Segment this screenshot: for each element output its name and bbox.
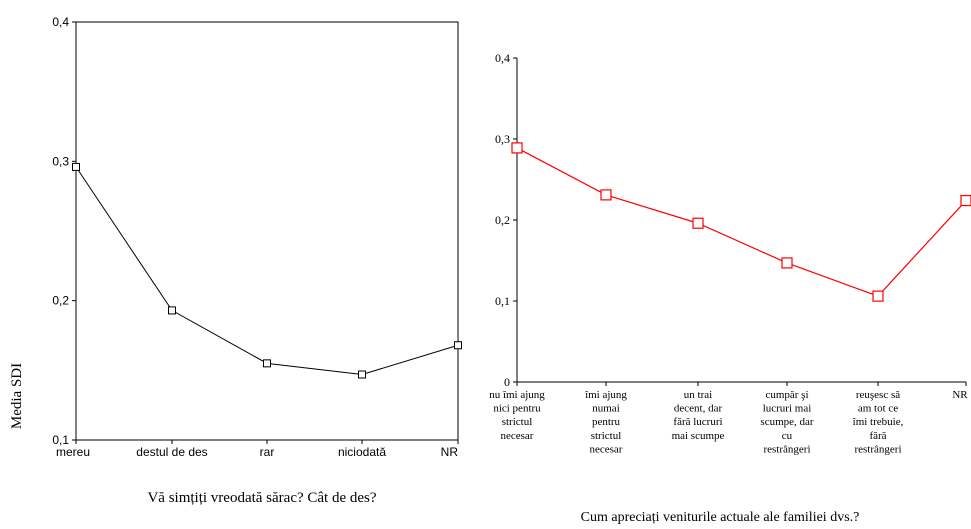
data-point-marker [72, 162, 80, 171]
data-point-marker [454, 341, 462, 350]
right-chart: 0 0,1 0,2 0,3 0,4 nu îmi ajung nici pentru stri… [489, 51, 971, 525]
x-tick-label: reuşesc să am tot ce îmi trebuie, fără restr… [852, 389, 904, 455]
y-tick-label: 0,4 [495, 51, 510, 65]
data-point-marker [872, 290, 884, 302]
data-point-marker [511, 142, 523, 154]
data-point-marker [168, 306, 176, 315]
x-tick-label: NR [441, 445, 459, 459]
x-tick-label: NR [952, 389, 968, 401]
data-point-marker [358, 370, 366, 379]
data-point-marker [960, 194, 971, 207]
x-tick-label: un trai decent, dar fără lucruri mai scumpe [672, 389, 725, 442]
x-tick-label: rar [260, 445, 275, 459]
x-axis-title: Cum apreciați veniturile actuale ale fam… [581, 510, 860, 525]
x-tick-label: nu îmi ajung nici pentru strictul necesar [489, 389, 545, 442]
left-chart: 0,1 0,2 0,3 0,4 mereu destul de des rar nicioda… [52, 15, 462, 506]
x-tick-label: cumpăr şi lucruri mai scumpe, dar cu restrân… [760, 389, 813, 455]
y-tick-label: 0,3 [52, 154, 69, 168]
series-line [75, 166, 459, 376]
data-point-marker [692, 217, 704, 229]
x-tick-label: îmi ajung numai pentru strictul necesar [584, 389, 627, 455]
x-tick-label: destul de des [136, 445, 207, 459]
y-axis-label: Media SDI [9, 363, 25, 429]
x-tick-label: niciodată [338, 445, 386, 459]
series-line [516, 147, 967, 297]
y-tick-label: 0,4 [52, 15, 69, 29]
x-tick-label: mereu [56, 445, 90, 459]
y-tick-label: 0,3 [495, 132, 510, 146]
plot-frame [75, 21, 459, 441]
data-point-marker [781, 257, 793, 269]
data-point-marker [600, 189, 612, 201]
y-tick-label: 0,1 [52, 433, 69, 447]
y-tick-label: 0,2 [52, 294, 69, 308]
x-axis-title: Vă simțiți vreodată sărac? Cât de des? [147, 490, 376, 506]
y-tick-label: 0,2 [495, 213, 510, 227]
data-point-marker [263, 359, 271, 368]
y-tick-label: 0 [504, 375, 510, 389]
y-tick-label: 0,1 [495, 294, 510, 308]
